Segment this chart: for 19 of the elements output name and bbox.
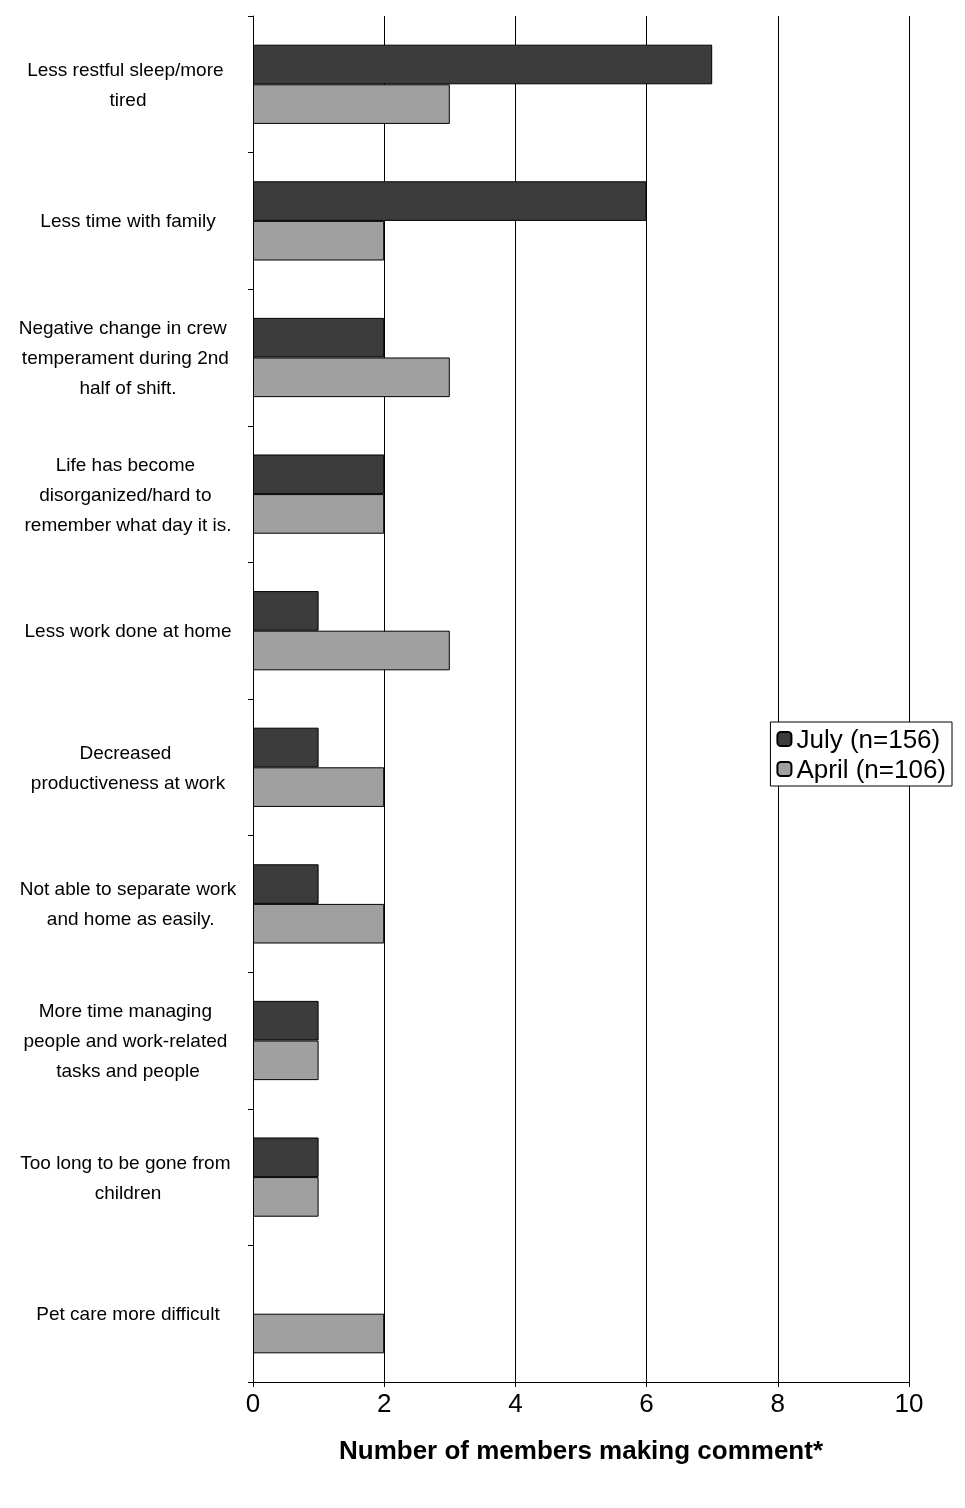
x-tick-label: 10 xyxy=(894,1388,924,1418)
y-tick-label: Less restful sleep/more tired xyxy=(27,58,229,110)
y-tick-label: More time managing people and work-related tasks and people xyxy=(23,1000,233,1081)
x-tick-label: 8 xyxy=(770,1388,786,1418)
x-axis-title: Number of members making comment* xyxy=(338,1435,824,1465)
y-tick-label: Not able to separate work and home as easily. xyxy=(19,878,237,930)
legend-label: April (n=106) xyxy=(796,754,946,784)
x-tick-label: 0 xyxy=(245,1388,261,1418)
x-tick-label: 6 xyxy=(639,1388,654,1418)
y-tick-label: Negative change in crew temperament during 2nd half of shift. xyxy=(18,317,238,398)
x-tick-label: 4 xyxy=(508,1388,523,1418)
y-tick-label: Less work done at home xyxy=(24,620,232,642)
y-tick-label: Less time with family xyxy=(40,210,217,232)
y-tick-label: Pet care more difficult xyxy=(36,1303,221,1325)
x-tick-label: 2 xyxy=(376,1388,392,1418)
legend-label: July (n=156) xyxy=(796,724,941,754)
y-tick-label: Too long to be gone from children xyxy=(20,1151,236,1203)
y-tick-label: Life has become disorganized/hard to remember what day it is. xyxy=(24,453,232,535)
y-tick-label: Decreased productiveness at work xyxy=(30,741,226,793)
